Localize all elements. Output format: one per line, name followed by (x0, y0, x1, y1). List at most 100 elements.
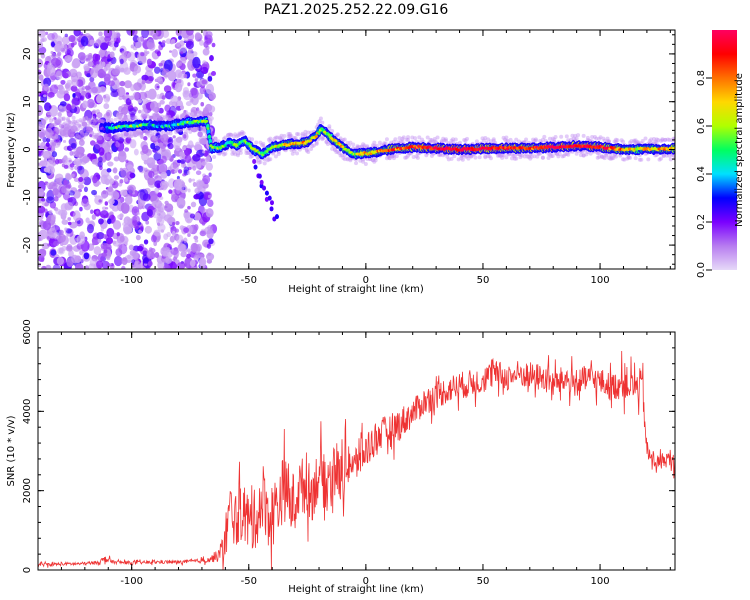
spectrogram-speckle (157, 216, 163, 223)
spectrogram-speckle (195, 170, 202, 176)
spectrogram-speckle (200, 66, 209, 74)
spectrogram-halo (144, 131, 149, 136)
spectrogram-speckle (78, 86, 83, 92)
spectrogram-speckle (38, 41, 44, 49)
spectrogram-speckle (67, 217, 72, 221)
spectrogram-halo (456, 157, 461, 162)
spectrogram-halo (637, 157, 642, 162)
spectrogram-halo (332, 147, 337, 152)
spectrogram-speckle (38, 205, 46, 214)
spectrogram-speckle (171, 231, 176, 237)
spectrogram-speckle (91, 158, 98, 165)
spectrogram-speckle (44, 102, 52, 112)
spectrogram-speckle (80, 36, 89, 47)
spectrogram-halo (213, 136, 218, 141)
spectrogram-halo (605, 136, 610, 141)
spectrogram-speckle (186, 253, 191, 259)
spectrogram-speckle (201, 79, 208, 85)
spectrogram-speckle (75, 263, 84, 269)
spectrogram-halo (278, 135, 283, 140)
spectrogram-halo (113, 134, 118, 139)
spectrogram-speckle (129, 95, 135, 101)
spectrogram-halo (505, 139, 510, 144)
spectrogram-halo (625, 156, 630, 161)
spectrogram-halo (524, 137, 529, 142)
spectrogram-halo (643, 136, 648, 141)
spectrogram-speckle (150, 30, 159, 38)
spectrogram-speckle (194, 239, 199, 243)
spectrogram-halo (491, 138, 496, 143)
spectrogram-speckle (189, 98, 194, 103)
spectrogram-speckle (160, 171, 168, 179)
spectrogram-halo (265, 158, 270, 163)
spectrogram-halo (261, 143, 266, 148)
spectrogram-speckle (113, 31, 121, 38)
spectrogram-halo (667, 137, 672, 142)
spectrogram-halo (127, 134, 132, 139)
spectrogram-halo (488, 139, 493, 144)
spectrogram-ytick-label: 0 (22, 146, 33, 152)
spectrogram-halo (599, 154, 604, 159)
spectrogram-speckle (182, 90, 192, 101)
spectrogram-halo (292, 148, 297, 153)
spectrogram-halo (621, 157, 626, 162)
spectrogram-halo (348, 158, 353, 163)
spectrogram-speckle (85, 126, 94, 133)
spectrogram-speckle (146, 39, 155, 49)
spectrogram-halo (122, 117, 127, 122)
snr-ytick-label: 2000 (22, 478, 33, 503)
spectrogram-speckle (143, 159, 148, 165)
snr-xtick-label: -50 (241, 576, 257, 587)
spectrogram-speckle (61, 35, 71, 45)
spectrogram-halo (383, 141, 388, 146)
spectrogram-speckle (72, 189, 81, 199)
spectrogram-speckle (105, 206, 109, 210)
spectrogram-speckle (174, 170, 178, 174)
spectrogram-halo (588, 151, 593, 156)
spectrogram-halo (531, 137, 536, 142)
spectrogram-halo (85, 126, 90, 131)
spectrogram-halo (633, 156, 638, 161)
spectrogram-speckle (161, 40, 166, 44)
spectrogram-halo (403, 155, 408, 160)
spectrogram-speckle (70, 125, 78, 132)
spectrogram-speckle (86, 223, 94, 234)
spectrogram-speckle (185, 30, 194, 36)
spectrogram-halo (179, 114, 184, 119)
spectrogram-speckle (98, 86, 107, 93)
spectrogram-speckle (206, 243, 212, 249)
spectrogram-speckle (152, 112, 160, 122)
spectrogram-halo (237, 132, 242, 137)
spectrogram-speckle (84, 109, 93, 121)
spectrogram-speckle (92, 53, 99, 62)
spectrogram-halo (584, 152, 589, 157)
spectrogram-halo (621, 139, 626, 144)
spectrogram-halo (547, 152, 552, 157)
spectrogram-halo (473, 155, 478, 160)
spectrogram-speckle (69, 163, 75, 168)
spectrogram-halo (65, 116, 70, 121)
spectrogram-speckle (183, 74, 188, 79)
spectrogram-speckle (187, 82, 191, 87)
spectrogram-speckle (57, 51, 62, 57)
spectrogram-halo (82, 132, 87, 137)
spectrogram-halo (53, 127, 58, 132)
spectrogram-halo (54, 126, 59, 131)
spectrogram-speckle (113, 76, 118, 81)
spectrogram-speckle (63, 164, 69, 169)
spectrogram-halo (153, 117, 158, 122)
spectrogram-halo (254, 140, 259, 145)
spectrogram-speckle (147, 176, 155, 186)
spectrogram-speckle (92, 113, 97, 119)
spectrogram-speckle (113, 175, 120, 180)
spectrogram-speckle (112, 46, 117, 51)
spectrogram-speckle (139, 226, 144, 231)
spectrogram-speckle (208, 111, 213, 117)
spectrogram-halo (106, 118, 111, 123)
spectrogram-speckle (184, 154, 192, 164)
spectrogram-halo (501, 153, 506, 158)
spectrogram-halo (102, 133, 107, 138)
spectrogram-speckle (199, 86, 206, 95)
spectrogram-speckle (83, 252, 90, 260)
spectrogram-halo (404, 137, 409, 142)
